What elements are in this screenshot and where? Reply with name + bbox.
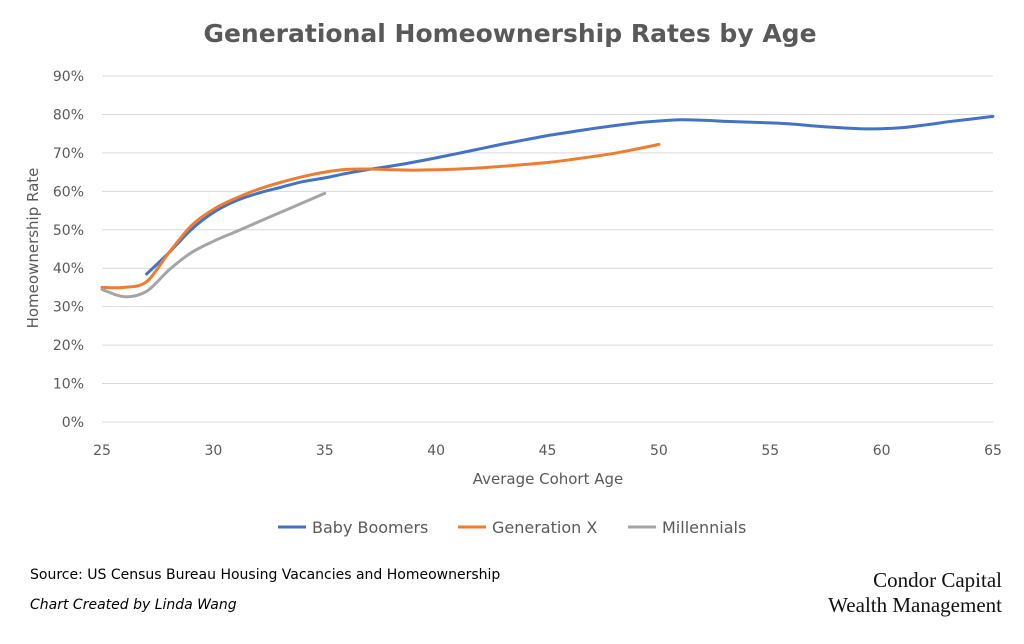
legend-label-generation-x: Generation X [492, 518, 597, 537]
y-tick-label: 10% [53, 377, 84, 393]
x-tick-label: 50 [650, 443, 668, 459]
x-axis-title: Average Cohort Age [473, 470, 624, 488]
x-tick-label: 25 [93, 443, 111, 459]
legend-label-baby-boomers: Baby Boomers [312, 518, 428, 537]
series-line-baby-boomers [145, 114, 995, 276]
x-tick-label: 65 [984, 443, 1002, 459]
brand-line-1: Condor Capital [873, 568, 1002, 592]
x-tick-label: 60 [873, 443, 891, 459]
y-tick-label: 20% [53, 338, 84, 354]
y-tick-label: 90% [53, 69, 84, 85]
line-chart: Generational Homeownership Rates by Age … [24, 19, 1002, 537]
x-tick-label: 55 [761, 443, 779, 459]
x-tick-label: 45 [539, 443, 557, 459]
y-tick-label: 40% [53, 261, 84, 277]
y-tick-label: 50% [53, 223, 84, 239]
source-note: Source: US Census Bureau Housing Vacanci… [30, 567, 501, 583]
y-tick-label: 60% [53, 184, 84, 200]
legend-label-millennials: Millennials [662, 518, 746, 537]
legend: Baby Boomers Generation X Millennials [278, 518, 746, 537]
x-tick-label: 35 [316, 443, 334, 459]
y-axis-title: Homeownership Rate [24, 168, 42, 329]
y-tick-label: 0% [62, 415, 84, 431]
y-tick-label: 30% [53, 300, 84, 316]
series-line-millennials [100, 191, 327, 299]
y-tick-label: 70% [53, 146, 84, 162]
x-tick-labels: 25 30 35 40 45 50 55 60 65 [93, 443, 1002, 459]
x-tick-label: 30 [204, 443, 222, 459]
brand-logo: Condor Capital Wealth Management [828, 568, 1002, 618]
chart-title: Generational Homeownership Rates by Age [203, 19, 816, 48]
chart-credit: Chart Created by Linda Wang [30, 597, 237, 613]
series-line-generation-x [100, 142, 661, 290]
series-lines [100, 114, 995, 299]
brand-line-2: Wealth Management [828, 593, 1002, 617]
y-tick-labels: 0% 10% 20% 30% 40% 50% 60% 70% 80% 90% [53, 69, 84, 431]
x-tick-label: 40 [427, 443, 445, 459]
y-tick-label: 80% [53, 107, 84, 123]
